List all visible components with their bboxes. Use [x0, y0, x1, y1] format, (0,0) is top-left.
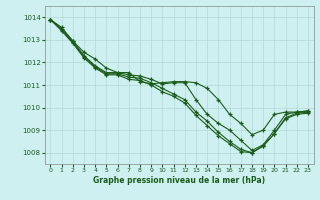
X-axis label: Graphe pression niveau de la mer (hPa): Graphe pression niveau de la mer (hPa) — [93, 176, 265, 185]
